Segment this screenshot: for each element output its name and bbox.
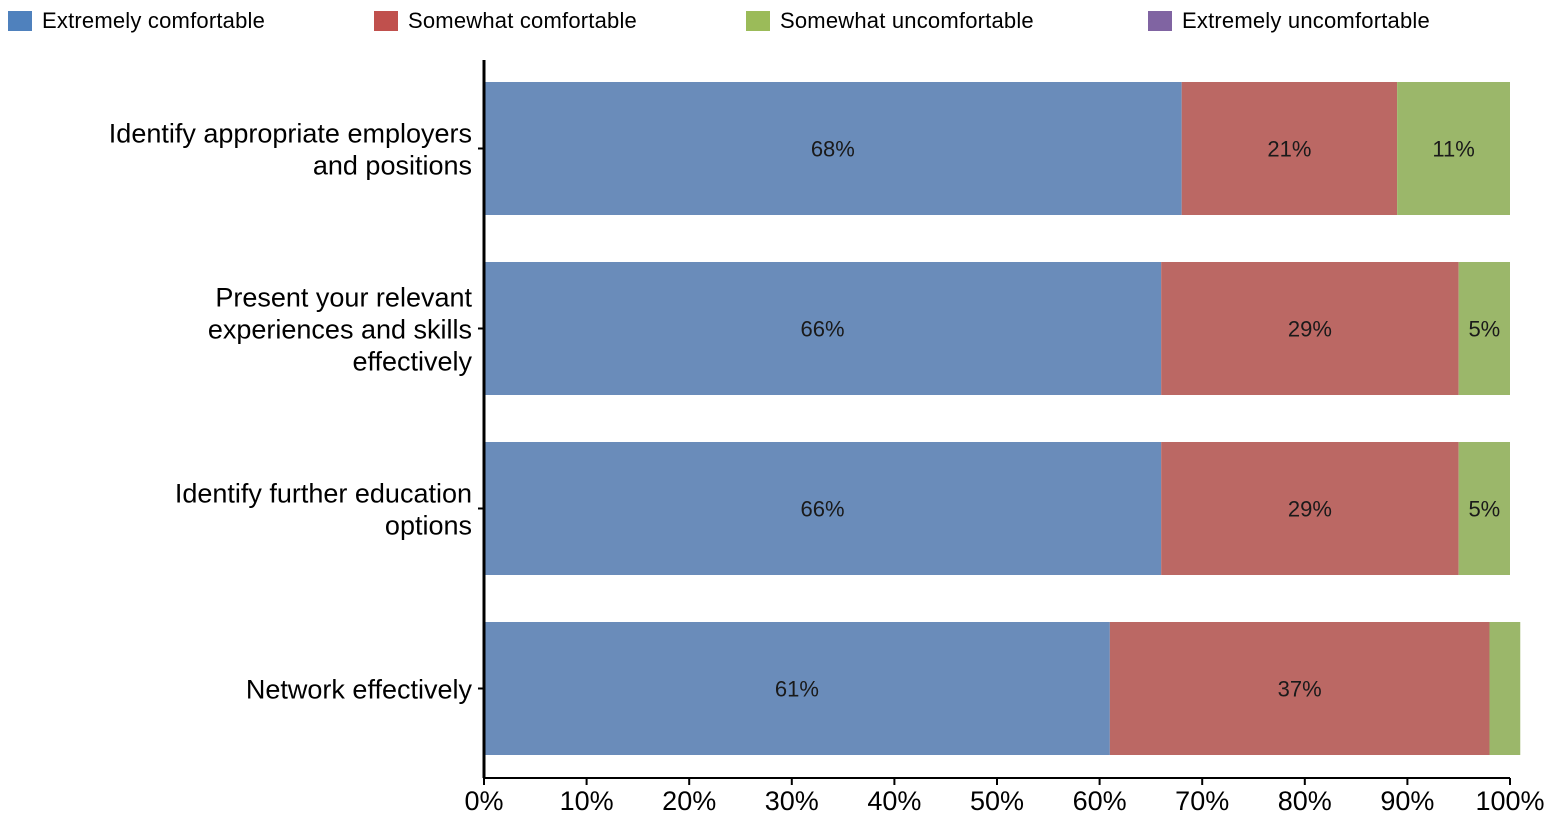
x-ticks-group: 0% 10% 20% 30% 40% 50% 60% 70% 80% 90% 100%: [464, 778, 1545, 813]
data-label: 11%: [1432, 137, 1474, 162]
legend-item-somewhat-uncomfortable: Somewhat uncomfortable: [746, 6, 1034, 36]
bar-segment: [1397, 82, 1510, 215]
legend-label: Extremely comfortable: [42, 8, 266, 33]
legend-swatch-extremely-uncomfortable: [1148, 11, 1172, 31]
bar-segment: [1161, 442, 1459, 575]
category-label-line: effectively: [352, 347, 472, 377]
data-label: 66%: [801, 497, 845, 522]
bar-segment: [484, 442, 1162, 575]
data-labels-group: 68% 21% 11% 66% 29% 5% 66% 29% 5% 61% 37%: [775, 137, 1500, 702]
x-tick-label: 70%: [1175, 786, 1229, 813]
legend-swatch-somewhat-comfortable: [374, 11, 398, 31]
x-tick-label: 80%: [1278, 786, 1332, 813]
bar-segment: [484, 262, 1162, 395]
category-labels-group: Identify appropriate employers and positi…: [109, 119, 473, 705]
legend-swatch-somewhat-uncomfortable: [746, 11, 770, 31]
bar-segment: [1161, 262, 1459, 395]
legend-label: Somewhat uncomfortable: [780, 8, 1034, 33]
category-label: Present your relevant experiences and ski…: [208, 283, 473, 377]
bar-segment: [1489, 622, 1521, 755]
legend-label: Extremely uncomfortable: [1182, 8, 1430, 33]
bar-segment: [484, 622, 1110, 755]
data-label: 5%: [1468, 497, 1500, 522]
category-label-line: Identify further education: [175, 479, 472, 509]
legend-item-extremely-comfortable: Extremely comfortable: [8, 6, 265, 36]
data-label: 66%: [801, 317, 845, 342]
bar-segment: [1458, 442, 1510, 575]
x-tick-label: 50%: [970, 786, 1024, 813]
category-label-line: experiences and skills: [208, 315, 472, 345]
x-tick-label: 90%: [1380, 786, 1434, 813]
category-label-line: Present your relevant: [215, 283, 472, 313]
chart-legend: Extremely comfortable Somewhat comfortab…: [8, 6, 1548, 36]
x-tick-label: 0%: [464, 786, 503, 813]
category-label-line: Identify appropriate employers: [109, 119, 472, 149]
x-tick-label: 30%: [765, 786, 819, 813]
legend-item-somewhat-comfortable: Somewhat comfortable: [374, 6, 637, 36]
data-label: 29%: [1288, 497, 1332, 522]
data-label: 29%: [1288, 317, 1332, 342]
category-label: Network effectively: [246, 675, 473, 705]
x-tick-label: 100%: [1475, 786, 1544, 813]
legend-swatch-extremely-comfortable: [8, 11, 32, 31]
data-label: 68%: [811, 137, 855, 162]
x-tick-label: 20%: [662, 786, 716, 813]
data-label: 61%: [775, 677, 819, 702]
bar-segment: [1458, 262, 1510, 395]
bar-segment: [484, 82, 1182, 215]
bar-segment: [1181, 82, 1398, 215]
x-tick-label: 60%: [1073, 786, 1127, 813]
category-label-line: and positions: [313, 151, 472, 181]
bars-group: [484, 82, 1521, 755]
x-tick-label: 40%: [867, 786, 921, 813]
x-tick-label: 10%: [560, 786, 614, 813]
category-label: Identify appropriate employers and positi…: [109, 119, 472, 181]
category-label: Identify further education options: [175, 479, 472, 541]
data-label: 21%: [1267, 137, 1311, 162]
legend-item-extremely-uncomfortable: Extremely uncomfortable: [1148, 6, 1430, 36]
data-label: 37%: [1278, 677, 1322, 702]
legend-label: Somewhat comfortable: [408, 8, 637, 33]
data-label: 5%: [1468, 317, 1500, 342]
category-label-line: Network effectively: [246, 675, 473, 705]
bar-segment: [1109, 622, 1490, 755]
category-label-line: options: [385, 511, 472, 541]
